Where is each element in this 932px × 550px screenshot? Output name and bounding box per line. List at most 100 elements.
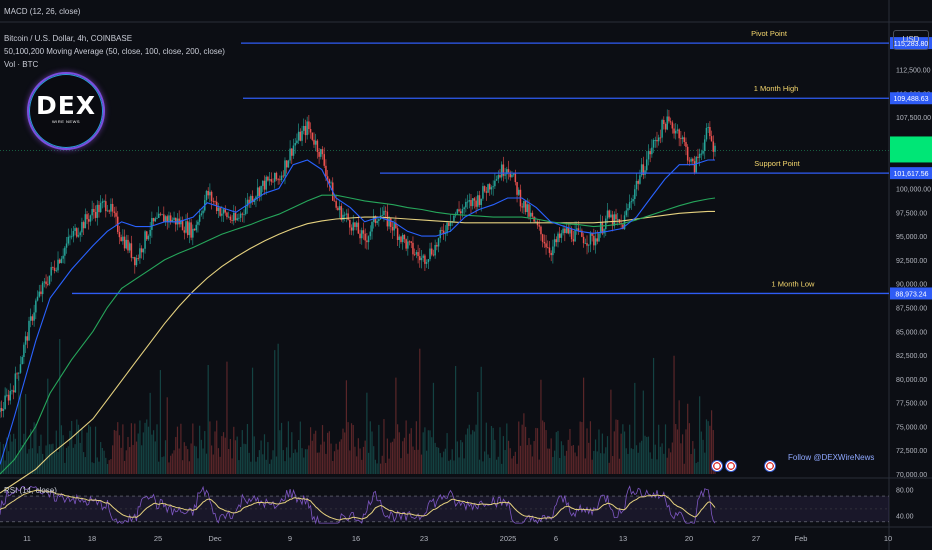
candle-body xyxy=(98,204,100,213)
candle-body xyxy=(345,213,348,215)
volume-bar xyxy=(76,419,78,474)
volume-bar xyxy=(589,421,592,474)
volume-bar xyxy=(480,366,482,474)
candle-body xyxy=(200,213,203,216)
volume-bar xyxy=(229,438,231,474)
volume-bar xyxy=(395,377,397,474)
candle-body xyxy=(101,201,104,203)
volume-bar xyxy=(318,452,320,474)
candle-body xyxy=(209,191,211,196)
candle-body xyxy=(605,218,607,230)
us-flag-icon[interactable] xyxy=(725,460,737,472)
volume-bar xyxy=(86,432,88,474)
volume-bar xyxy=(28,449,30,474)
moving-average-label[interactable]: 50,100,200 Moving Average (50, close, 10… xyxy=(4,47,225,56)
candle-body xyxy=(562,228,564,234)
candle-body xyxy=(321,149,324,155)
candle-body xyxy=(325,165,327,177)
candle-body xyxy=(369,231,372,237)
volume-bar xyxy=(103,450,105,474)
candles xyxy=(0,109,716,419)
candle-body xyxy=(417,252,419,257)
candle-body xyxy=(323,154,325,166)
candle-body xyxy=(69,236,71,238)
y-tick-label: 80,000.00 xyxy=(896,377,927,384)
volume-bar xyxy=(509,448,511,474)
candle-body xyxy=(526,204,529,213)
candle-body xyxy=(594,238,597,246)
candle-body xyxy=(434,244,436,256)
volume-bar xyxy=(530,444,532,474)
volume-bar xyxy=(567,439,569,474)
volume-bar xyxy=(38,445,40,474)
candle-body xyxy=(473,198,476,201)
candle-body xyxy=(468,200,471,202)
volume-bar xyxy=(217,448,220,474)
level-price-tag-text: 88,973.24 xyxy=(895,291,926,298)
volume-bar xyxy=(473,431,475,474)
volume-bar xyxy=(690,454,692,474)
currency-button[interactable]: USD xyxy=(893,30,929,50)
candle-body xyxy=(106,210,109,212)
candle-body xyxy=(427,259,430,263)
candle-body xyxy=(258,187,261,197)
candle-body xyxy=(432,254,435,256)
volume-bar xyxy=(221,436,223,474)
volume-bar xyxy=(265,459,267,474)
candle-body xyxy=(311,132,314,140)
volume-bar xyxy=(105,457,107,474)
candle-body xyxy=(463,207,465,210)
candle-body xyxy=(260,185,262,197)
volume-bar xyxy=(506,423,508,474)
volume-bar xyxy=(79,442,81,474)
candle-body xyxy=(642,164,645,175)
volume-bar xyxy=(257,456,259,474)
candle-body xyxy=(6,394,8,396)
volume-bar xyxy=(301,448,303,474)
volume-label[interactable]: Vol · BTC xyxy=(4,60,39,69)
candle-body xyxy=(202,210,204,214)
volume-bar xyxy=(560,441,563,474)
candle-body xyxy=(248,199,250,204)
volume-bar xyxy=(337,449,339,474)
volume-bar xyxy=(608,462,610,474)
candle-body xyxy=(627,208,629,211)
us-flag-icon[interactable] xyxy=(764,460,776,472)
candle-body xyxy=(250,195,252,204)
candle-body xyxy=(710,136,713,142)
candle-body xyxy=(70,236,73,238)
volume-bar xyxy=(362,446,365,474)
y-tick-label: 95,000.00 xyxy=(896,234,927,241)
candle-body xyxy=(0,408,1,413)
volume-bar xyxy=(687,403,689,474)
candle-body xyxy=(302,125,305,131)
candle-body xyxy=(72,230,75,237)
rsi-indicator-label[interactable]: RSI (14, close) xyxy=(4,486,57,495)
volume-bar xyxy=(458,457,460,474)
volume-bar xyxy=(710,410,713,474)
y-tick-label: 77,500.00 xyxy=(896,401,927,408)
candle-body xyxy=(352,222,354,231)
volume-bar xyxy=(615,419,617,474)
candle-body xyxy=(62,255,64,259)
candle-body xyxy=(268,179,271,181)
candle-body xyxy=(449,221,452,227)
symbol-title[interactable]: Bitcoin / U.S. Dollar, 4h, COINBASE xyxy=(4,34,133,43)
volume-bar xyxy=(216,420,218,474)
volume-bar xyxy=(429,430,431,474)
macd-indicator-label[interactable]: MACD (12, 26, close) xyxy=(4,7,81,16)
volume-bar xyxy=(125,450,127,474)
event-marker-icon[interactable] xyxy=(711,460,723,472)
volume-bar xyxy=(594,439,597,474)
candle-body xyxy=(142,248,145,253)
volume-bar xyxy=(420,454,423,474)
volume-bar xyxy=(62,435,64,474)
volume-bar xyxy=(400,458,402,474)
candle-body xyxy=(504,174,506,176)
candle-body xyxy=(690,158,692,162)
volume-bar xyxy=(521,424,523,474)
volume-bar xyxy=(451,449,453,474)
candle-body xyxy=(45,281,47,285)
candle-body xyxy=(18,372,20,374)
